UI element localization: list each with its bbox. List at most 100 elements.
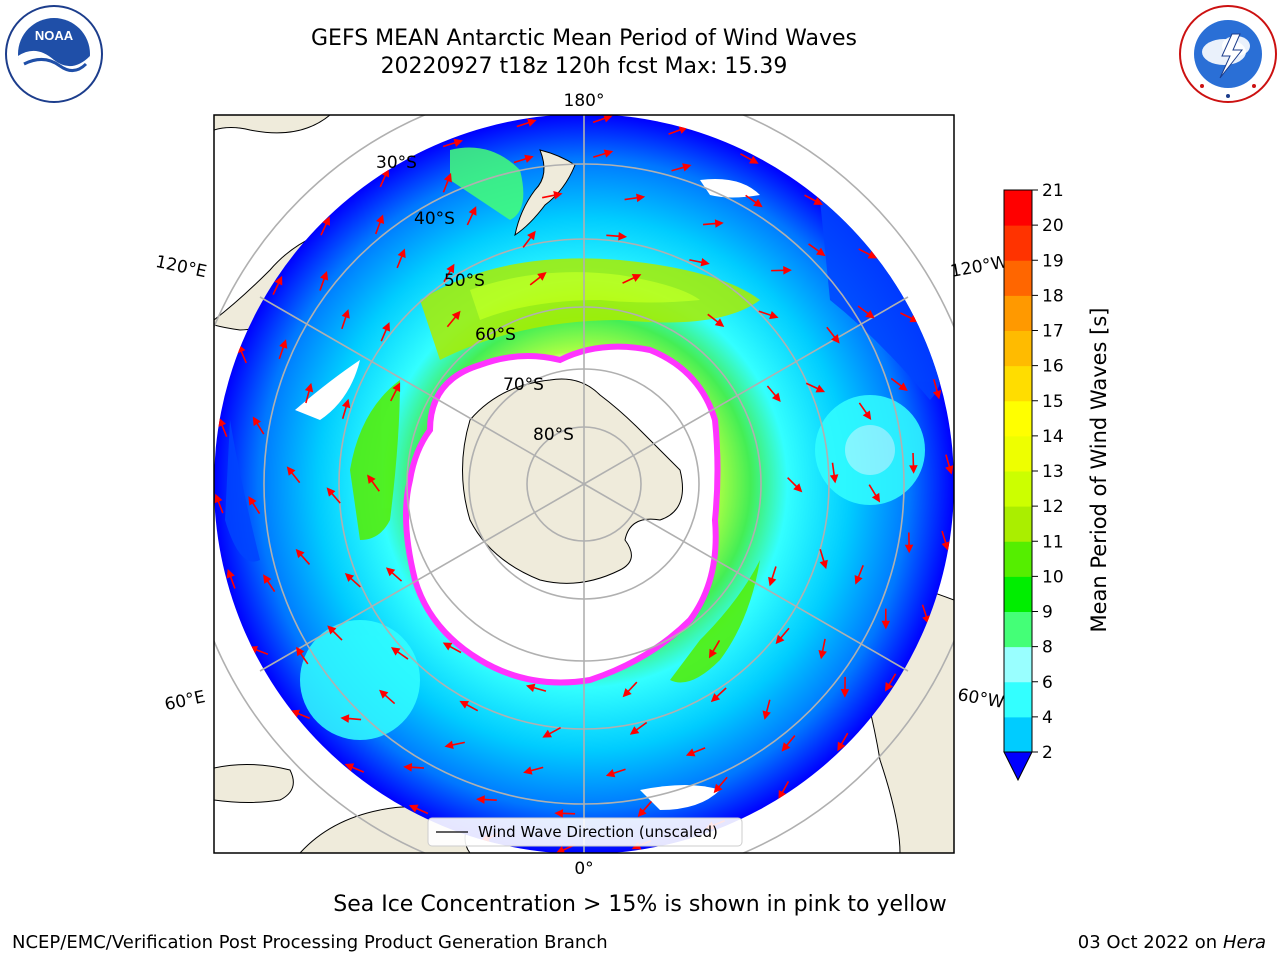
- wave-direction-arrow: [263, 574, 276, 593]
- wave-direction-arrow: [403, 763, 425, 772]
- colorbar-tick-label: 9: [1042, 603, 1053, 623]
- wave-direction-arrow: [226, 568, 236, 589]
- wave-direction-arrow: [758, 310, 779, 320]
- wave-direction-arrow: [787, 477, 803, 493]
- lat-label-80s: 80°S: [533, 425, 574, 445]
- wave-direction-arrow: [296, 646, 309, 665]
- wave-direction-arrow: [904, 532, 914, 554]
- colorbar-segment: [1004, 506, 1032, 542]
- colorbar-tick-label: 15: [1042, 392, 1064, 412]
- wave-direction-arrow: [326, 487, 341, 504]
- wave-direction-arrow: [374, 214, 385, 235]
- lat-label-70s: 70°S: [503, 375, 544, 395]
- wave-direction-arrow: [819, 549, 828, 570]
- wave-direction-arrow: [592, 114, 613, 124]
- wave-direction-arrow: [593, 149, 614, 158]
- wave-direction-arrow: [890, 377, 908, 392]
- wave-direction-arrow: [319, 271, 329, 291]
- wave-direction-arrow: [781, 735, 796, 752]
- wave-direction-arrow: [379, 689, 396, 705]
- colorbar-tick-label: 12: [1042, 497, 1064, 517]
- wave-direction-arrow: [272, 275, 283, 295]
- wave-direction-arrow: [516, 118, 537, 128]
- lat-label-50s: 50°S: [444, 271, 485, 291]
- colorbar: 2 4 6 8 9 10 11 12 13 14 15 16 17 18 19 20 21: [1003, 181, 1064, 782]
- colorbar-tick-label: 21: [1042, 181, 1064, 201]
- colorbar-segment: [1004, 260, 1032, 296]
- wave-direction-arrow: [442, 138, 463, 148]
- lon-label-180: 180°: [564, 91, 605, 111]
- wave-direction-arrow: [932, 379, 942, 400]
- wave-direction-arrow: [858, 402, 872, 420]
- wave-direction-arrow: [286, 466, 301, 484]
- wave-direction-arrow: [745, 194, 763, 208]
- wave-direction-arrow: [390, 382, 401, 402]
- wave-direction-arrow: [513, 154, 534, 164]
- wave-direction-arrow: [344, 763, 365, 773]
- colorbar-segment: [1004, 576, 1032, 612]
- date-text: 03 Oct 2022 on: [1077, 932, 1218, 953]
- map-frame: [213, 114, 955, 854]
- colorbar-label: Mean Period of Wind Waves [s]: [1087, 308, 1111, 633]
- wave-direction-arrow: [522, 230, 536, 248]
- wave-direction-arrow: [868, 484, 881, 503]
- colorbar-tick-label: 14: [1042, 427, 1064, 447]
- wave-direction-arrow: [808, 243, 826, 257]
- wave-direction-arrow: [840, 676, 850, 698]
- wave-direction-arrow: [637, 800, 653, 818]
- wave-direction-arrow: [771, 266, 792, 275]
- chart-title: GEFS MEAN Antarctic Mean Period of Wind …: [311, 26, 857, 51]
- wave-direction-arrow: [390, 647, 409, 660]
- wave-direction-arrow: [624, 193, 646, 203]
- lat-label-30s: 30°S: [376, 153, 417, 173]
- colorbar-segment: [1004, 225, 1032, 261]
- lon-label-120w: 120°W: [949, 252, 1010, 282]
- wave-direction-arrow: [909, 452, 918, 474]
- colorbar-tick-label: 19: [1042, 251, 1064, 271]
- colorbar-tick-label: 10: [1042, 567, 1064, 587]
- wave-direction-arrow: [805, 382, 826, 393]
- wave-direction-arrow: [858, 248, 878, 259]
- wind-wave-arrows: [214, 114, 954, 854]
- wave-direction-arrow: [881, 608, 891, 630]
- wave-direction-arrow: [710, 687, 727, 703]
- wave-direction-arrow: [396, 248, 406, 269]
- wave-direction-arrow: [459, 700, 479, 712]
- lon-label-120e: 120°E: [154, 252, 209, 282]
- chart-subtitle: 20220927 t18z 120h fcst Max: 15.39: [380, 54, 788, 79]
- wave-direction-arrow: [295, 548, 311, 565]
- wave-direction-arrow: [248, 496, 261, 514]
- antarctica: [462, 378, 683, 584]
- wave-direction-arrow: [327, 625, 343, 641]
- colorbar-tick-label: 16: [1042, 357, 1064, 377]
- wave-direction-arrow: [304, 382, 314, 404]
- wave-direction-arrow: [605, 768, 626, 778]
- wave-direction-arrow: [443, 263, 455, 283]
- wave-direction-arrow: [775, 627, 790, 645]
- wave-direction-arrow: [708, 640, 721, 659]
- wave-direction-arrow: [529, 272, 547, 286]
- wave-direction-arrow: [476, 795, 497, 804]
- wave-direction-arrow: [818, 638, 827, 660]
- wave-direction-arrow: [713, 776, 728, 794]
- lon-label-60w: 60°W: [956, 685, 1006, 713]
- wave-direction-arrow: [740, 153, 759, 164]
- colorbar-segment: [1004, 190, 1032, 226]
- wave-direction-arrow: [829, 462, 839, 484]
- wave-direction-arrow: [542, 726, 561, 738]
- wave-direction-arrow: [762, 699, 771, 720]
- wave-direction-arrow: [466, 206, 477, 226]
- legend-label: Wind Wave Direction (unscaled): [478, 823, 718, 841]
- date-stamp: 03 Oct 2022 on Hera: [1078, 932, 1266, 954]
- host-name: Hera: [1222, 932, 1266, 953]
- colorbar-segment: [1004, 330, 1032, 367]
- wave-direction-arrow: [442, 172, 452, 193]
- wave-direction-arrow: [629, 721, 648, 735]
- colorbar-tick-label: 17: [1042, 322, 1064, 342]
- colorbar-tick-label: 2: [1042, 743, 1053, 763]
- wave-direction-arrow: [385, 567, 403, 582]
- new-zealand: [514, 149, 576, 237]
- colorbar-segment: [1004, 716, 1032, 753]
- colorbar-segment: [1004, 681, 1032, 718]
- colorbar-segment: [1004, 611, 1032, 648]
